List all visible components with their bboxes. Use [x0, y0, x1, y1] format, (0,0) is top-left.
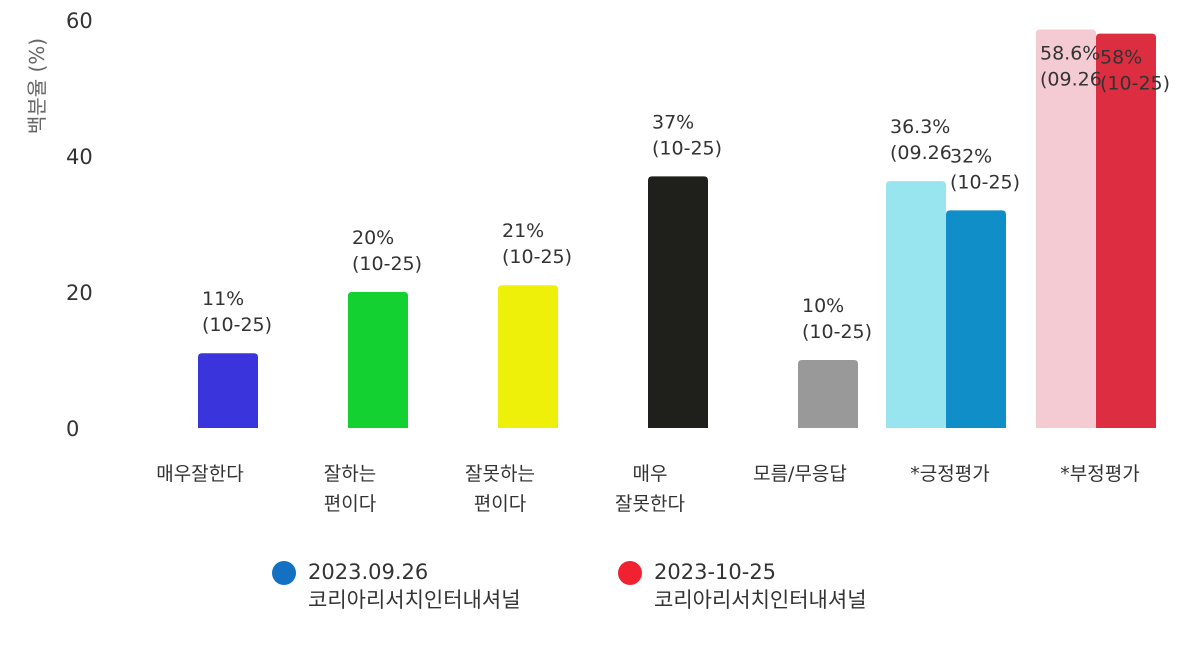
category-label: *부정평가: [1060, 463, 1139, 485]
bar: [798, 360, 858, 428]
data-label: (09.26: [890, 142, 952, 164]
y-tick-label: 0: [66, 417, 79, 441]
bar: [1096, 33, 1156, 428]
data-label: (10-25): [502, 246, 572, 268]
legend-source-2: 코리아리서치인터내셔널: [654, 588, 867, 612]
category-label: 잘못하는: [465, 463, 535, 485]
category-label: 매우: [633, 463, 668, 485]
y-axis-ticks: 0 20 40 60: [66, 9, 93, 441]
bar: [946, 210, 1006, 428]
bar: [198, 353, 258, 428]
legend-name-2: 2023-10-25: [654, 560, 777, 584]
bar: [348, 292, 408, 428]
bar-chart: 0 20 40 60 백분율 (%) 11% (10-25) 20% (10-25) 21% (…: [25, 9, 1170, 515]
data-label: (09.26: [1040, 69, 1102, 91]
data-label: (10-25): [352, 253, 422, 275]
data-label: 58%: [1100, 47, 1142, 69]
data-label: (10-25): [802, 321, 872, 343]
category-label: *긍정평가: [910, 463, 989, 485]
data-label: 32%: [950, 145, 992, 167]
bar: [648, 176, 708, 428]
data-label: (10-25): [202, 314, 272, 336]
category-label: 매우잘한다: [156, 463, 243, 485]
data-label: (10-25): [652, 137, 722, 159]
category-label: 모름/무응답: [753, 463, 847, 485]
category-label: 잘하는: [324, 463, 376, 485]
y-tick-label: 60: [66, 9, 93, 33]
y-axis-label: 백분율 (%): [25, 38, 49, 134]
legend-swatch-2: [618, 561, 642, 585]
legend-item-1: 2023.09.26 코리아리서치인터내셔널: [272, 558, 521, 614]
data-labels: 11% (10-25) 20% (10-25) 21% (10-25) 37% (10-25)…: [202, 43, 1170, 343]
legend-source-1: 코리아리서치인터내셔널: [308, 588, 521, 612]
legend-item-2: 2023-10-25 코리아리서치인터내셔널: [618, 558, 867, 614]
bar: [886, 181, 946, 428]
legend-name-1: 2023.09.26: [308, 560, 429, 584]
data-label: (10-25): [950, 171, 1020, 193]
data-label: (10-25): [1100, 73, 1170, 95]
y-tick-label: 20: [66, 281, 93, 305]
data-label: 10%: [802, 295, 844, 317]
bars: [198, 29, 1156, 429]
data-label: 20%: [352, 227, 394, 249]
legend-swatch-1: [272, 561, 296, 585]
data-label: 36.3%: [890, 116, 950, 138]
category-label: 편이다: [324, 493, 376, 515]
bar: [1036, 29, 1096, 429]
data-label: 37%: [652, 111, 694, 133]
y-tick-label: 40: [66, 145, 93, 169]
bar: [498, 285, 558, 428]
data-label: 21%: [502, 220, 544, 242]
category-label: 잘못한다: [615, 493, 685, 515]
data-label: 58.6%: [1040, 43, 1100, 65]
category-label: 편이다: [474, 493, 526, 515]
data-label: 11%: [202, 288, 244, 310]
